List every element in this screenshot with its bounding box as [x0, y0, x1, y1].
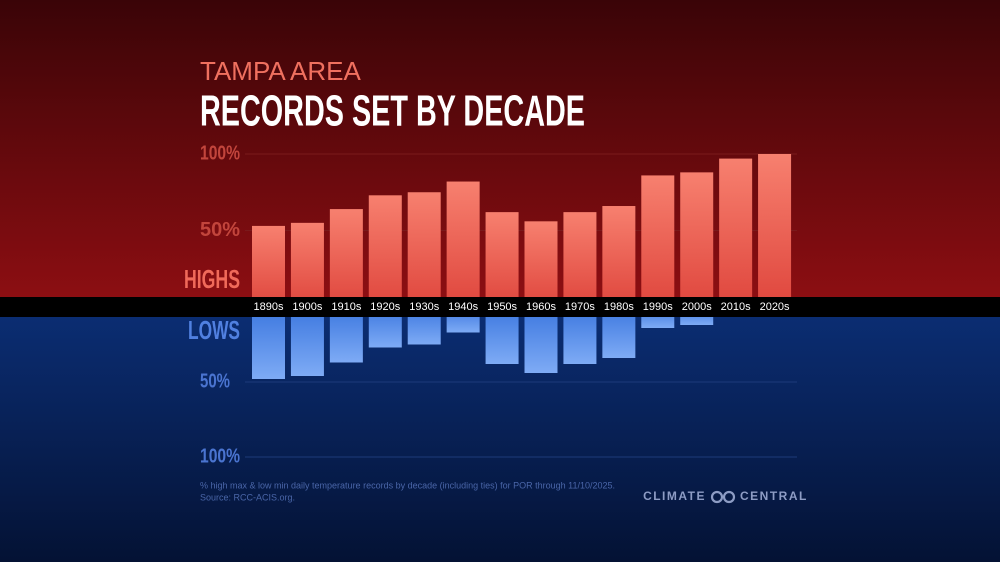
x-tick-label: 1940s: [448, 301, 478, 313]
legend-lows: LOWS: [188, 315, 240, 345]
x-tick-label: 1920s: [370, 301, 400, 313]
y2-tick-label: 100%: [200, 445, 240, 467]
bar-highs: [290, 222, 324, 307]
bar-highs: [563, 212, 597, 307]
bar-highs: [407, 192, 441, 307]
bar-lows: [524, 307, 558, 373]
footnote: % high max & low min daily temperature r…: [200, 480, 615, 490]
y-tick-label: 50%: [200, 219, 240, 241]
bar-highs: [329, 209, 363, 307]
y2-tick-label: 50%: [200, 370, 230, 392]
bar-highs: [524, 221, 558, 307]
bar-highs: [680, 172, 714, 307]
x-tick-label: 1930s: [409, 301, 439, 313]
x-tick-label: 1970s: [565, 301, 595, 313]
x-tick-label: 1950s: [487, 301, 517, 313]
brand: CLIMATE: [643, 489, 706, 503]
x-tick-label: 1980s: [604, 301, 634, 313]
x-tick-label: 2010s: [721, 301, 751, 313]
bar-highs: [368, 195, 402, 307]
x-tick-label: 1990s: [643, 301, 673, 313]
x-tick-label: 1890s: [254, 301, 284, 313]
x-tick-label: 1960s: [526, 301, 556, 313]
bar-highs: [485, 212, 519, 307]
bar-highs: [641, 175, 675, 307]
brand-logo: [710, 490, 736, 504]
chart-title: RECORDS SET BY DECADE: [200, 87, 585, 136]
subtitle: TAMPA AREA: [200, 56, 362, 86]
brand: CENTRAL: [740, 489, 808, 503]
bar-highs: [446, 181, 480, 307]
source: Source: RCC-ACIS.org.: [200, 492, 295, 502]
bar-lows: [290, 307, 324, 376]
bar-highs: [602, 206, 636, 307]
bar-highs: [758, 154, 792, 307]
y-tick-label: 100%: [200, 142, 240, 164]
x-tick-label: 1900s: [292, 301, 322, 313]
bar-highs: [719, 158, 753, 307]
x-tick-label: 1910s: [331, 301, 361, 313]
x-tick-label: 2000s: [682, 301, 712, 313]
bar-lows: [252, 307, 285, 379]
x-tick-label: 2020s: [760, 301, 790, 313]
bar-highs: [252, 225, 285, 307]
axis-band: [0, 297, 1000, 317]
legend-highs: HIGHS: [184, 264, 240, 294]
